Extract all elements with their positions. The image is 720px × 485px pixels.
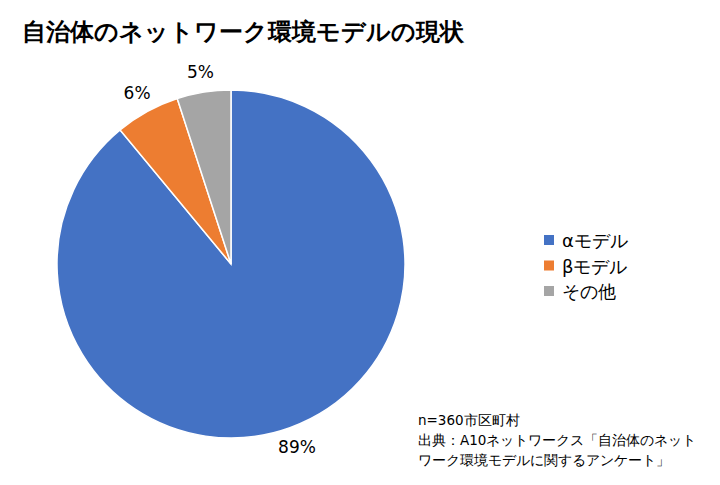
pie-slice	[57, 90, 405, 438]
legend-swatch	[544, 235, 554, 245]
legend-label: αモデル	[562, 230, 628, 251]
data-label: 6%	[124, 83, 151, 103]
annotation: ワーク環境モデルに関するアンケート」	[418, 452, 670, 468]
pie	[57, 90, 405, 438]
legend-swatch	[544, 286, 554, 296]
annotation: 出典：A10ネットワークス「自治体のネット	[418, 432, 696, 448]
legend-label: βモデル	[562, 256, 628, 277]
title: 自治体のネットワーク環境モデルの現状	[22, 18, 465, 46]
annotation: n=360市区町村	[418, 412, 520, 428]
pie-slice	[177, 90, 231, 264]
data-label: 89%	[278, 437, 316, 457]
legend: αモデル βモデルその他	[544, 230, 628, 302]
legend-swatch	[544, 261, 554, 271]
data-label: 5%	[187, 62, 214, 82]
legend-label: その他	[562, 281, 616, 302]
chart: 自治体のネットワーク環境モデルの現状 89% 6% 5% αモデル βモデルその他 n=36…	[0, 0, 720, 485]
